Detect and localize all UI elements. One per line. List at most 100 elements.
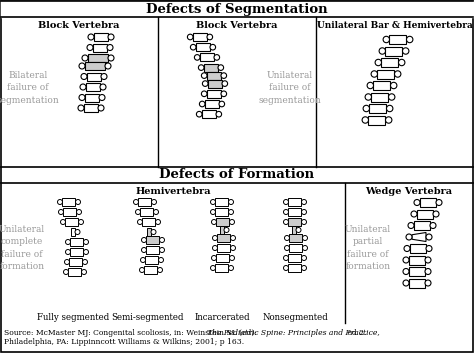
Circle shape bbox=[211, 256, 217, 261]
Bar bbox=[208, 79, 222, 88]
Circle shape bbox=[302, 235, 308, 240]
Circle shape bbox=[221, 91, 227, 97]
Circle shape bbox=[137, 220, 143, 225]
Circle shape bbox=[157, 268, 163, 273]
Bar bbox=[409, 267, 425, 276]
Bar bbox=[368, 115, 385, 125]
Circle shape bbox=[64, 259, 70, 264]
Polygon shape bbox=[412, 233, 426, 241]
Bar bbox=[146, 256, 158, 264]
Circle shape bbox=[152, 199, 156, 204]
Circle shape bbox=[283, 220, 289, 225]
Circle shape bbox=[159, 247, 164, 252]
Bar bbox=[289, 254, 301, 262]
Bar bbox=[289, 208, 301, 216]
Bar bbox=[204, 64, 218, 72]
Circle shape bbox=[371, 71, 377, 77]
Bar bbox=[140, 208, 154, 216]
Circle shape bbox=[108, 34, 114, 40]
Circle shape bbox=[302, 245, 308, 251]
Circle shape bbox=[65, 250, 71, 255]
Bar bbox=[216, 198, 228, 206]
Circle shape bbox=[155, 220, 161, 225]
Circle shape bbox=[425, 257, 431, 263]
Circle shape bbox=[426, 245, 432, 251]
Circle shape bbox=[228, 209, 234, 215]
Bar bbox=[207, 72, 221, 79]
Circle shape bbox=[83, 250, 89, 255]
Text: Nonsegmented: Nonsegmented bbox=[262, 313, 328, 323]
Bar bbox=[217, 218, 229, 226]
Bar bbox=[370, 104, 386, 113]
Bar bbox=[65, 218, 79, 226]
Circle shape bbox=[301, 199, 307, 204]
Bar bbox=[292, 226, 296, 234]
Bar bbox=[87, 72, 101, 80]
Circle shape bbox=[81, 73, 87, 79]
Bar bbox=[385, 47, 402, 55]
Circle shape bbox=[362, 117, 368, 123]
Circle shape bbox=[79, 220, 83, 225]
Bar bbox=[200, 53, 214, 61]
Text: Fully segmented: Fully segmented bbox=[37, 313, 109, 323]
Text: Hemivertebra: Hemivertebra bbox=[135, 186, 211, 196]
Circle shape bbox=[140, 257, 146, 263]
Circle shape bbox=[136, 209, 140, 215]
Circle shape bbox=[228, 265, 234, 270]
Circle shape bbox=[61, 220, 65, 225]
Circle shape bbox=[82, 269, 86, 275]
Circle shape bbox=[151, 229, 156, 234]
Circle shape bbox=[101, 73, 107, 79]
Circle shape bbox=[78, 105, 84, 111]
Circle shape bbox=[407, 36, 413, 43]
Circle shape bbox=[76, 209, 82, 215]
Circle shape bbox=[79, 95, 85, 101]
Bar bbox=[372, 92, 389, 102]
Circle shape bbox=[201, 91, 207, 97]
Text: Incarcerated: Incarcerated bbox=[194, 313, 250, 323]
Circle shape bbox=[394, 71, 401, 77]
Bar bbox=[410, 244, 426, 253]
Circle shape bbox=[191, 44, 196, 50]
Circle shape bbox=[82, 55, 88, 61]
Circle shape bbox=[399, 59, 405, 66]
Circle shape bbox=[425, 280, 431, 286]
Bar bbox=[88, 54, 108, 62]
Circle shape bbox=[284, 245, 290, 251]
Text: ed 2.: ed 2. bbox=[345, 329, 366, 337]
Text: Block Vertebra: Block Vertebra bbox=[38, 20, 120, 30]
Bar bbox=[377, 70, 394, 78]
Bar bbox=[138, 198, 152, 206]
Circle shape bbox=[363, 105, 370, 112]
Circle shape bbox=[216, 112, 222, 117]
Circle shape bbox=[283, 209, 289, 215]
Circle shape bbox=[229, 256, 235, 261]
Circle shape bbox=[408, 222, 414, 228]
Text: Defects of Formation: Defects of Formation bbox=[159, 168, 315, 181]
Bar bbox=[71, 238, 83, 246]
Circle shape bbox=[201, 73, 207, 78]
Circle shape bbox=[200, 101, 205, 107]
Circle shape bbox=[391, 82, 397, 89]
Circle shape bbox=[134, 199, 138, 204]
Bar bbox=[289, 264, 301, 272]
Bar bbox=[147, 228, 151, 236]
Circle shape bbox=[100, 84, 106, 90]
Circle shape bbox=[75, 229, 80, 234]
Bar bbox=[207, 90, 221, 98]
Circle shape bbox=[426, 234, 432, 240]
Bar bbox=[94, 33, 108, 41]
Text: Unilateral
partial
failure of
formation: Unilateral partial failure of formation bbox=[345, 225, 391, 271]
Circle shape bbox=[107, 44, 113, 50]
Circle shape bbox=[365, 94, 372, 100]
Bar bbox=[85, 62, 105, 70]
Text: Bilateral
failure of
segmentation: Bilateral failure of segmentation bbox=[0, 71, 59, 105]
Bar bbox=[417, 209, 433, 219]
Bar bbox=[289, 218, 301, 226]
Circle shape bbox=[403, 257, 409, 263]
Circle shape bbox=[301, 265, 307, 270]
Circle shape bbox=[65, 239, 71, 245]
Circle shape bbox=[82, 259, 88, 264]
Circle shape bbox=[158, 257, 164, 263]
Circle shape bbox=[210, 199, 216, 204]
